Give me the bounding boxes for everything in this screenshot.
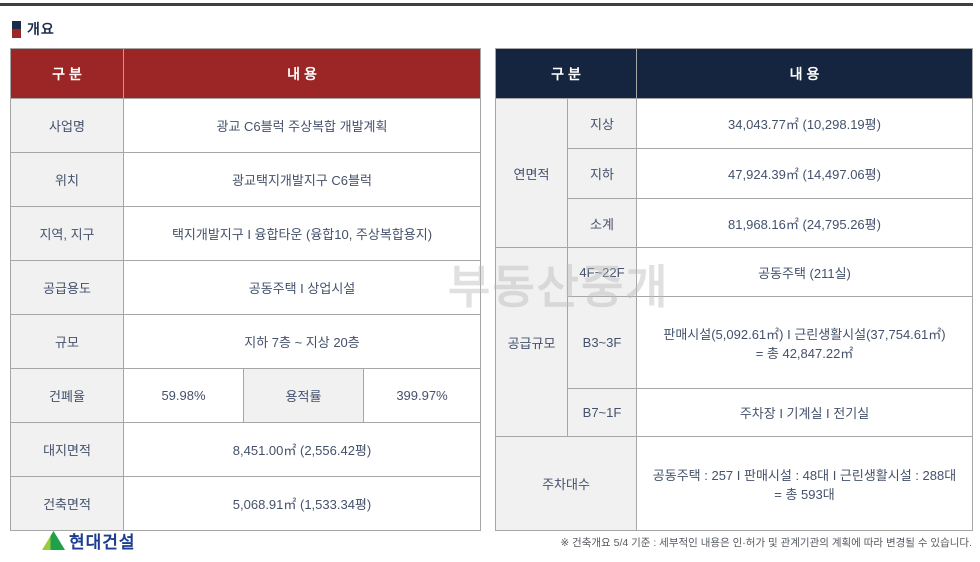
page-title-text: 개요 (27, 21, 55, 37)
row-label: 용적률 (243, 368, 364, 423)
row-sublabel: 4F~22F (567, 247, 637, 297)
table-row: 공급규모 4F~22F 공동주택 (211실) (495, 247, 973, 437)
row-sublabel: B3~3F (567, 296, 637, 389)
table-row: 규모 지하 7층 ~ 지상 20층 (10, 314, 481, 369)
hyundai-logo-text: 현대건설 (69, 533, 136, 552)
row-value: 주차장 I 기계실 I 전기실 (636, 388, 973, 437)
row-label: 대지면적 (10, 422, 124, 477)
row-value: 8,451.00㎡ (2,556.42평) (123, 422, 481, 477)
header-cell-content: 내 용 (123, 48, 481, 99)
footnote: ※ 건축개요 5/4 기준 : 세부적인 내용은 인·허가 및 관계기관의 계획… (560, 537, 972, 549)
row-value: 광교택지개발지구 C6블럭 (123, 152, 481, 207)
row-value: 59.98% (123, 368, 244, 423)
parking-row: 주차대수 공동주택 : 257 I 판매시설 : 48대 I 근린생활시설 : … (495, 436, 973, 531)
header-cell-category: 구 분 (10, 48, 124, 99)
row-value: 34,043.77㎡ (10,298.19평) (636, 98, 973, 149)
table-row: B3~3F 판매시설(5,092.61㎡) I 근린생활시설(37,754.61… (496, 296, 973, 389)
header-cell-content: 내 용 (636, 48, 973, 99)
group-label: 공급규모 (495, 247, 568, 437)
table-row: B7~1F 주차장 I 기계실 I 전기실 (496, 388, 973, 437)
title-bullet-icon (12, 20, 21, 38)
row-label: 건축면적 (10, 476, 124, 531)
table-row: 사업명 광교 C6블럭 주상복합 개발계획 (10, 98, 481, 153)
header-cell-category: 구 분 (495, 48, 637, 99)
table-row: 지하 47,924.39㎡ (14,497.06평) (496, 148, 973, 199)
row-value: 택지개발지구 I 융합타운 (융합10, 주상복합용지) (123, 206, 481, 261)
table-row: 지역, 지구 택지개발지구 I 융합타운 (융합10, 주상복합용지) (10, 206, 481, 261)
page-title: 개요 (12, 19, 55, 39)
row-label: 규모 (10, 314, 124, 369)
row-value: 지하 7층 ~ 지상 20층 (123, 314, 481, 369)
row-label: 위치 (10, 152, 124, 207)
row-sublabel: B7~1F (567, 388, 637, 437)
area-detail-table: 구 분 내 용 연면적 지상 34,043.77㎡ (10,298.19평) 지… (495, 48, 973, 531)
table-header-row: 구 분 내 용 (495, 48, 973, 99)
row-value: 광교 C6블럭 주상복합 개발계획 (123, 98, 481, 153)
table-row: 소계 81,968.16㎡ (24,795.26평) (496, 198, 973, 248)
row-sublabel: 지상 (567, 98, 637, 149)
table-row: 건축면적 5,068.91㎡ (1,533.34평) (10, 476, 481, 531)
group-label: 연면적 (495, 98, 568, 248)
row-value: 판매시설(5,092.61㎡) I 근린생활시설(37,754.61㎡) = 총… (636, 296, 973, 389)
hyundai-logo: 현대건설 (42, 528, 136, 553)
coverage-ratio-row: 건폐율 59.98% 용적률 399.97% (10, 368, 481, 423)
row-label: 지역, 지구 (10, 206, 124, 261)
row-sublabel: 소계 (567, 198, 637, 248)
row-label: 주차대수 (495, 436, 637, 531)
row-value: 5,068.91㎡ (1,533.34평) (123, 476, 481, 531)
row-value: 공동주택 I 상업시설 (123, 260, 481, 315)
table-row: 공급용도 공동주택 I 상업시설 (10, 260, 481, 315)
table-row: 대지면적 8,451.00㎡ (2,556.42평) (10, 422, 481, 477)
row-label: 사업명 (10, 98, 124, 153)
project-overview-table: 구 분 내 용 사업명 광교 C6블럭 주상복합 개발계획 위치 광교택지개발지… (10, 48, 481, 531)
top-divider (0, 3, 973, 6)
table-row: 연면적 지상 34,043.77㎡ (10,298.19평) (495, 98, 973, 248)
table-header-row: 구 분 내 용 (10, 48, 481, 99)
hyundai-triangle-icon (42, 531, 65, 550)
row-value: 47,924.39㎡ (14,497.06평) (636, 148, 973, 199)
row-sublabel: 지하 (567, 148, 637, 199)
row-value: 399.97% (363, 368, 481, 423)
row-value: 공동주택 : 257 I 판매시설 : 48대 I 근린생활시설 : 288대 … (636, 436, 973, 531)
row-value: 81,968.16㎡ (24,795.26평) (636, 198, 973, 248)
row-label: 공급용도 (10, 260, 124, 315)
row-value: 공동주택 (211실) (636, 247, 973, 297)
row-label: 건폐율 (10, 368, 124, 423)
table-row: 위치 광교택지개발지구 C6블럭 (10, 152, 481, 207)
